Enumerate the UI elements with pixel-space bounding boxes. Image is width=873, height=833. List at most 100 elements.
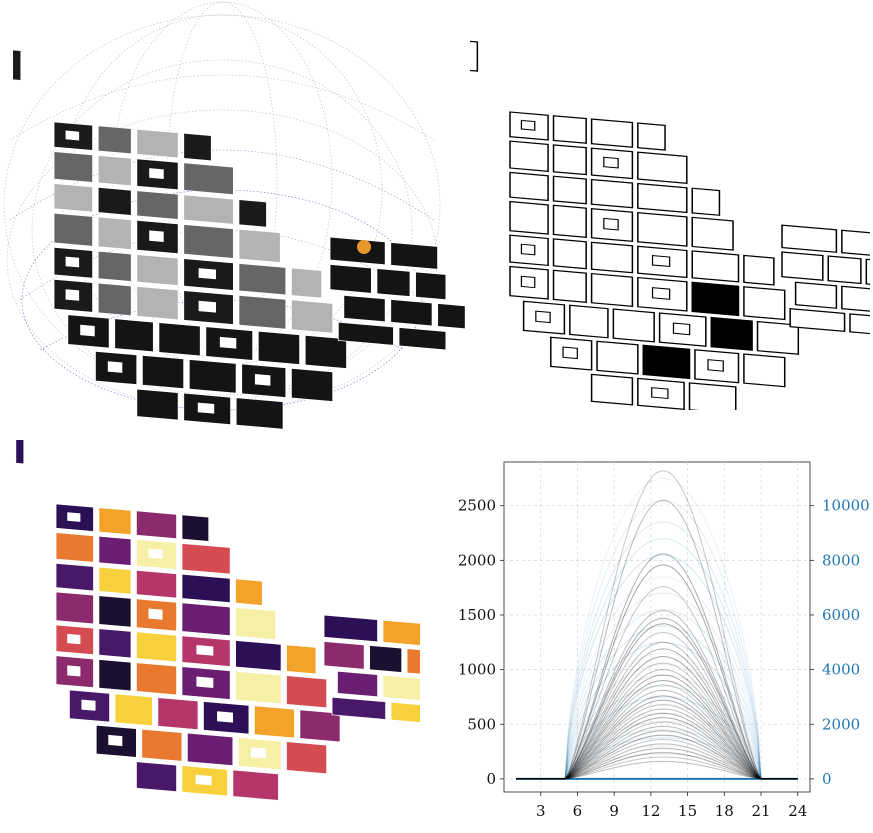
- left-series-line: [516, 674, 798, 780]
- building-block: [141, 728, 183, 762]
- building-block: [238, 294, 287, 330]
- building-block: [98, 535, 132, 566]
- building-block: [509, 265, 549, 300]
- building-block: [590, 373, 634, 406]
- left-tick-label: 1000: [458, 661, 496, 679]
- building-block: [181, 514, 210, 542]
- building-block: [509, 234, 549, 267]
- grid-lines: [504, 462, 810, 792]
- building-block: [694, 349, 740, 384]
- building-block: [181, 602, 231, 636]
- building-block: [135, 761, 178, 792]
- building-block: [136, 388, 179, 421]
- courtyard: [219, 336, 237, 349]
- x-tick-label: 6: [573, 802, 583, 820]
- building-block: [286, 644, 317, 675]
- left-series-line: [516, 586, 798, 780]
- left-y-axis: 0 500 1000 1500 2000 2500: [458, 497, 504, 788]
- building-block: [509, 171, 549, 202]
- building-block: [97, 187, 132, 216]
- building-block: [181, 543, 231, 575]
- building-block: [794, 281, 838, 309]
- building-block: [827, 255, 862, 285]
- building-block: [136, 128, 179, 159]
- courtyard: [81, 699, 96, 711]
- building-block: [98, 659, 132, 692]
- building-block: [135, 569, 178, 599]
- building-outline-icon: [468, 40, 873, 415]
- building-block: [841, 229, 873, 258]
- courtyard: [254, 374, 271, 386]
- building-block: [136, 190, 179, 220]
- building-block: [637, 151, 688, 184]
- building-block: [691, 250, 740, 283]
- courtyard: [651, 287, 671, 300]
- building-block: [98, 595, 132, 628]
- right-tick-label: 10000: [822, 497, 870, 515]
- building-block: [290, 299, 334, 334]
- x-tick-label: 21: [751, 802, 770, 820]
- building-block: [304, 334, 347, 369]
- line-chart: 0 500 1000 1500 2000 2500 0 2000 4000 6000 8000 10…: [458, 461, 870, 820]
- building-block: [98, 566, 132, 595]
- courtyard: [67, 512, 81, 522]
- building-block: [522, 300, 566, 335]
- building-block: [390, 299, 433, 327]
- left-series-line: [516, 747, 798, 780]
- courtyard: [651, 255, 671, 268]
- left-series-line: [516, 708, 798, 780]
- left-series-line: [516, 725, 798, 780]
- building-block: [183, 162, 234, 195]
- building-block: [509, 111, 549, 141]
- building-block: [849, 313, 873, 337]
- left-series-line: [516, 689, 798, 780]
- building-block: [55, 532, 94, 563]
- left-tick-label: 2000: [458, 551, 496, 569]
- building-block: [590, 272, 634, 307]
- building-block: [158, 322, 201, 357]
- left-series-line: [516, 721, 798, 780]
- courtyard: [195, 774, 212, 786]
- left-series-line: [516, 553, 798, 780]
- building-block: [406, 648, 437, 676]
- building-block: [343, 294, 386, 323]
- building-block: [743, 353, 786, 388]
- building-block: [183, 194, 234, 225]
- building-block: [596, 340, 639, 375]
- building-block: [97, 282, 132, 317]
- building-block: [550, 336, 593, 371]
- building-block: [841, 285, 873, 313]
- building-block: [743, 254, 775, 286]
- building-block: [331, 696, 387, 720]
- courtyard: [651, 387, 669, 400]
- left-series-line: [516, 662, 798, 780]
- building-block: [743, 286, 786, 321]
- building-block: [509, 140, 549, 172]
- building-block: [188, 359, 237, 394]
- building-block: [286, 741, 328, 775]
- courtyard: [149, 230, 164, 242]
- building-block: [415, 271, 447, 301]
- sun-path-map-panel: [0, 0, 470, 440]
- sun-path-map: [3, 1, 466, 430]
- building-block: [55, 591, 94, 625]
- courtyard: [672, 322, 691, 336]
- building-block: [235, 397, 284, 430]
- left-series-line: [516, 655, 798, 780]
- left-tick-label: 1500: [458, 606, 496, 624]
- building-block: [323, 614, 379, 643]
- building-block: [286, 675, 328, 709]
- building-block: [637, 211, 688, 247]
- building-block: [637, 245, 688, 279]
- courtyard: [520, 119, 536, 131]
- building-block: [337, 321, 394, 346]
- right-axis-series: [516, 477, 798, 780]
- left-series-line: [516, 617, 798, 780]
- building-block: [290, 367, 334, 402]
- building-block: [552, 238, 587, 270]
- building-block: [238, 199, 267, 228]
- building-block: [135, 631, 178, 663]
- building-block: [637, 377, 685, 410]
- building-block: [235, 578, 263, 606]
- building-block: [336, 670, 379, 698]
